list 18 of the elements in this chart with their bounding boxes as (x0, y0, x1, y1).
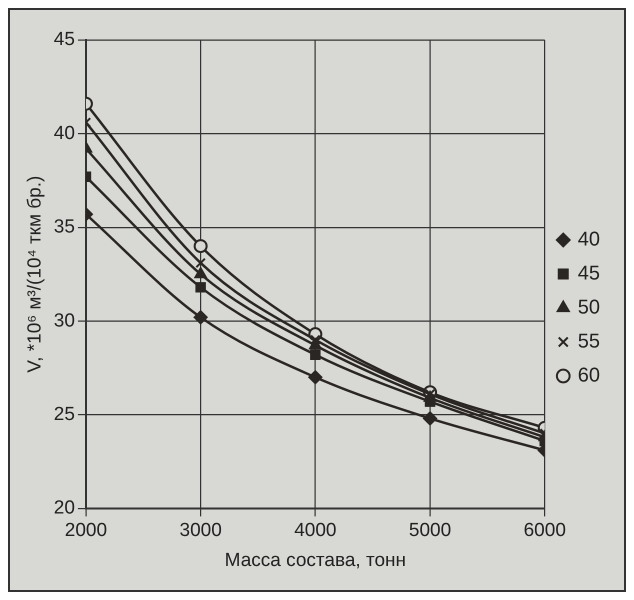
legend-label: 40 (578, 228, 600, 251)
y-tick-label: 30 (54, 310, 75, 332)
x-tick-label: 5000 (408, 520, 452, 542)
legend-label: 55 (578, 330, 600, 353)
legend-label: 60 (578, 364, 600, 387)
y-tick-label: 35 (54, 216, 75, 238)
x-tick-label: 4000 (294, 520, 336, 542)
legend-label: 50 (578, 296, 600, 319)
x-tick-label: 6000 (524, 520, 566, 542)
y-tick-label: 20 (54, 498, 75, 519)
x-tick-label: 3000 (180, 520, 222, 542)
y-tick-label: 40 (54, 122, 75, 144)
legend-label: 45 (578, 262, 600, 285)
y-axis-title: V, *10⁶ м³/(10⁴ ткм бр.) (24, 176, 46, 373)
x-tick-label: 2000 (64, 520, 108, 542)
y-tick-label: 45 (54, 29, 75, 50)
y-tick-label: 25 (54, 404, 75, 425)
x-axis-title: Масса состава, тонн (224, 550, 406, 571)
